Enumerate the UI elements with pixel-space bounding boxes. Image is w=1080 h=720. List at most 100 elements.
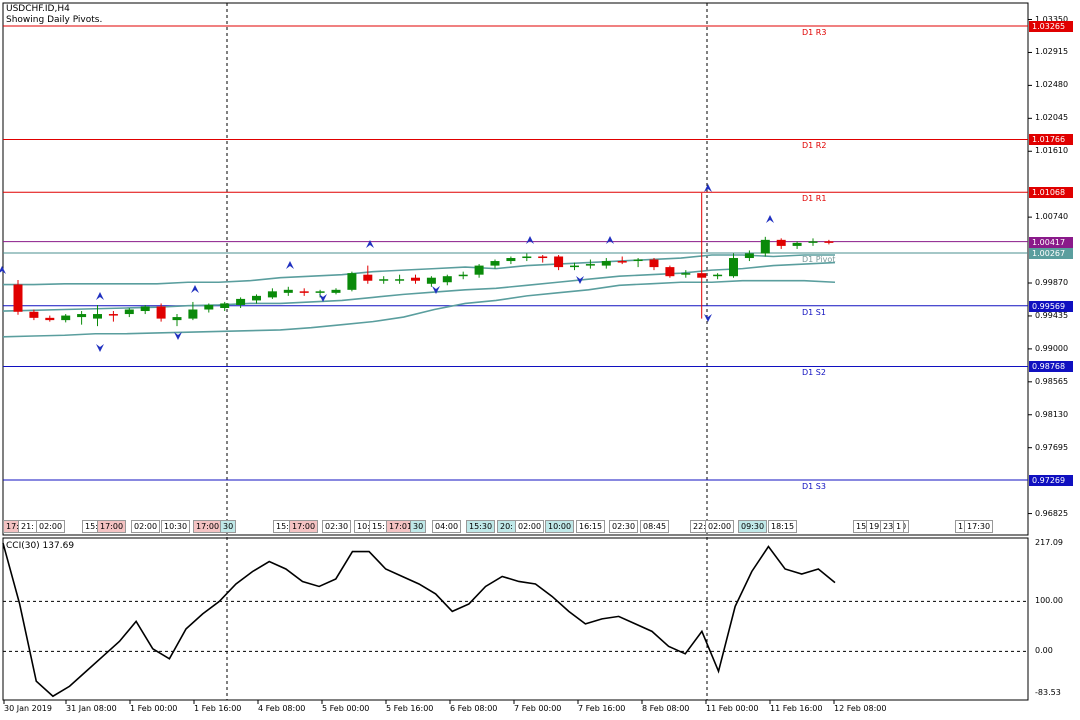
price-axis-label: 1.03350 <box>1035 14 1069 24</box>
price-axis-label: 1.02915 <box>1035 47 1069 57</box>
time-marker-box[interactable]: 10:00 <box>545 520 575 533</box>
time-marker-box[interactable]: 02:30 <box>609 520 639 533</box>
price-axis-label: 0.96825 <box>1035 508 1069 518</box>
pivot-label: D1 R1 <box>802 194 827 204</box>
time-marker-box[interactable]: 02:30 <box>322 520 352 533</box>
time-marker-box[interactable]: 09:30 <box>738 520 768 533</box>
cci-label: CCI(30) 137.69 <box>6 541 75 551</box>
time-marker-box[interactable]: 04:00 <box>432 520 462 533</box>
candle-body <box>554 256 564 268</box>
time-marker-box[interactable]: 30 <box>220 520 237 533</box>
fractal-up-arrow <box>766 215 774 223</box>
candle-body <box>665 267 675 277</box>
candle-body <box>45 317 55 321</box>
price-axis-label: 0.99435 <box>1035 310 1069 320</box>
time-marker-box[interactable]: 1 <box>893 520 905 533</box>
pivot-label: D1 R3 <box>802 27 827 37</box>
pivot-label: D1 S2 <box>802 368 826 378</box>
time-marker-box[interactable]: 10:30 <box>161 520 191 533</box>
candle-body <box>649 259 659 268</box>
candle-body <box>824 241 834 243</box>
time-marker-box[interactable]: 02:00 <box>705 520 735 533</box>
pivot-price-tag: 0.98768 <box>1029 361 1073 373</box>
candle-body <box>363 274 373 281</box>
candle-body <box>458 274 468 277</box>
time-axis-label: 31 Jan 08:00 <box>66 704 117 713</box>
time-marker-box[interactable]: 02:00 <box>515 520 545 533</box>
candle-body <box>77 314 87 318</box>
candle-body <box>252 295 261 301</box>
time-axis-label: 7 Feb 16:00 <box>578 704 626 713</box>
candle-body <box>61 315 71 321</box>
candle-body <box>379 279 389 281</box>
candle-body <box>29 311 39 318</box>
time-marker-box[interactable]: 21: <box>18 520 37 533</box>
candle-body <box>442 276 452 283</box>
candle-body <box>188 309 198 319</box>
candle-body <box>808 241 818 243</box>
time-marker-box[interactable]: 02:00 <box>131 520 161 533</box>
time-marker-box[interactable]: 15: <box>82 520 101 533</box>
candle-body <box>108 314 118 316</box>
price-axis-label: 0.98565 <box>1035 376 1069 386</box>
time-axis-label: 5 Feb 16:00 <box>386 704 434 713</box>
fractal-up-arrow <box>526 236 534 244</box>
time-marker-box[interactable]: 17: <box>3 520 22 533</box>
candle-body <box>331 289 341 293</box>
time-axis-label: 7 Feb 00:00 <box>514 704 562 713</box>
candle-body <box>760 239 770 254</box>
candle-body <box>697 273 707 278</box>
time-marker-box[interactable]: 16:15 <box>576 520 606 533</box>
candle-body <box>585 264 595 266</box>
time-marker-box[interactable]: 02:00 <box>36 520 66 533</box>
price-axis-label: 1.01610 <box>1035 146 1069 156</box>
candle-body <box>490 261 500 266</box>
cci-line <box>2 542 836 698</box>
cci-axis-label: 100.00 <box>1035 596 1063 606</box>
fractal-down-arrow <box>96 344 104 352</box>
candle-body <box>13 284 23 312</box>
time-axis-label: 4 Feb 08:00 <box>258 704 306 713</box>
candle-body <box>633 259 643 262</box>
candle-body <box>156 306 166 319</box>
candle-body <box>426 277 436 284</box>
pivot-price-tag: 0.99569 <box>1029 300 1073 312</box>
time-axis-label: 11 Feb 16:00 <box>770 704 823 713</box>
time-marker-box[interactable]: 20: <box>497 520 516 533</box>
time-marker-box[interactable]: 17:00 <box>193 520 223 533</box>
candle-body <box>204 304 214 310</box>
candle-body <box>395 279 405 281</box>
current-price-tag: 1.00417 <box>1029 236 1073 248</box>
candle-body <box>93 314 102 319</box>
fractal-up-arrow <box>606 236 614 244</box>
time-marker-box[interactable]: 18:15 <box>768 520 798 533</box>
candle-body <box>172 317 182 321</box>
price-axis-label: 0.98130 <box>1035 409 1069 419</box>
fractal-up-arrow <box>191 285 199 293</box>
time-marker-box[interactable]: 17:00 <box>289 520 319 533</box>
price-axis-label: 0.99870 <box>1035 278 1069 287</box>
candle-body <box>538 256 548 259</box>
fractal-down-arrow <box>432 286 440 294</box>
time-marker-box[interactable]: 17:00 <box>97 520 127 533</box>
candle-body <box>792 242 802 246</box>
chart-symbol-title: USDCHF.ID,H4 <box>6 4 70 14</box>
pivot-price-tag: 1.03265 <box>1029 20 1073 32</box>
time-marker-box[interactable]: 30 <box>410 520 427 533</box>
time-axis-label: 8 Feb 08:00 <box>642 704 690 713</box>
price-axis-label: 1.02480 <box>1035 80 1069 90</box>
time-marker-box[interactable]: 17:30 <box>964 520 994 533</box>
fractal-up-arrow <box>0 266 6 274</box>
time-marker-box[interactable]: 08:45 <box>640 520 670 533</box>
time-marker-box[interactable]: 15:30 <box>466 520 496 533</box>
fractal-down-arrow <box>319 294 327 302</box>
time-axis-label: 12 Feb 08:00 <box>834 704 887 713</box>
time-axis-label: 6 Feb 08:00 <box>450 704 498 713</box>
time-axis-label: 30 Jan 2019 <box>4 704 52 713</box>
price-axis-label: 0.97695 <box>1035 442 1069 452</box>
candle-body <box>474 265 484 275</box>
band-upper-line <box>3 254 835 286</box>
candle-body <box>601 261 611 266</box>
